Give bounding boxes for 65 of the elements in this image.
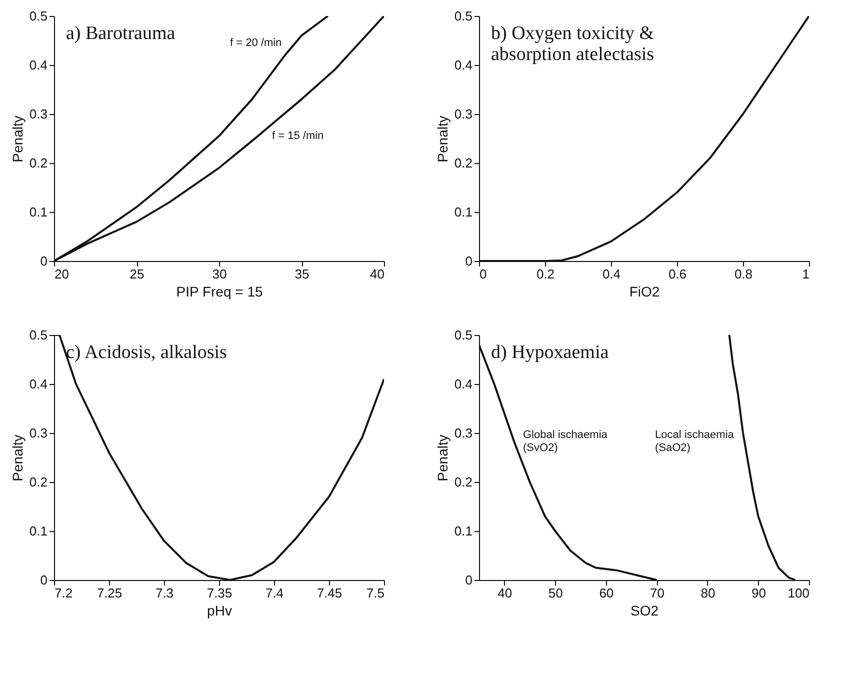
x-tick-label: 35 bbox=[294, 266, 310, 282]
x-tick-label: 7.45 bbox=[316, 586, 342, 600]
x-tick-label: 100 bbox=[788, 586, 810, 600]
x-tick-label: 70 bbox=[650, 586, 664, 600]
y-tick-label: 0.3 bbox=[454, 426, 472, 440]
x-axis-title: SO2 bbox=[630, 602, 659, 618]
x-tick-label: 30 bbox=[212, 266, 227, 282]
y-tick-label: 0 bbox=[40, 572, 48, 588]
y-tick-label: 0.5 bbox=[454, 8, 472, 24]
y-tick-label: 0.4 bbox=[454, 376, 472, 392]
x-tick-label: 50 bbox=[548, 586, 563, 600]
y-tick-label: 0.4 bbox=[454, 58, 472, 72]
x-tick-label: 80 bbox=[700, 586, 716, 600]
y-tick-label: 0.1 bbox=[454, 204, 472, 220]
x-axis-title: FiO2 bbox=[629, 284, 660, 300]
x-tick-label: 0 bbox=[480, 266, 487, 282]
annotation: f = 15 /min bbox=[272, 130, 324, 142]
y-tick-label: 0.3 bbox=[29, 426, 48, 440]
chart-title: c) Acidosis, alkalosis bbox=[66, 342, 227, 363]
x-tick-label: 7.5 bbox=[366, 586, 384, 600]
y-tick-label: 0.2 bbox=[454, 474, 472, 490]
y-axis-title: Penalty bbox=[9, 434, 26, 482]
y-tick-label: 0.3 bbox=[29, 106, 48, 122]
x-tick-label: 90 bbox=[751, 586, 766, 600]
annotation: f = 20 /min bbox=[230, 37, 282, 49]
x-tick-label: 0.2 bbox=[536, 266, 555, 282]
y-tick-label: 0.2 bbox=[454, 156, 472, 170]
x-tick-label: 1 bbox=[802, 266, 810, 282]
chart-title: d) Hypoxaemia bbox=[491, 342, 610, 363]
y-tick-label: 0 bbox=[465, 254, 472, 268]
x-tick-label: 0.4 bbox=[602, 266, 621, 282]
y-tick-label: 0.2 bbox=[29, 156, 48, 170]
x-tick-label: 25 bbox=[130, 266, 144, 282]
y-tick-label: 0.1 bbox=[454, 524, 472, 538]
x-tick-label: 40 bbox=[370, 266, 384, 282]
x-tick-label: 7.2 bbox=[54, 586, 73, 600]
y-tick-label: 0 bbox=[465, 572, 472, 588]
x-axis-title: PIP Freq = 15 bbox=[176, 284, 263, 300]
text: b) Oxygen toxicity & absorption atelectasis bbox=[491, 23, 654, 65]
x-tick-label: 7.4 bbox=[265, 586, 284, 600]
y-tick-label: 0.2 bbox=[29, 474, 48, 490]
y-tick-label: 0.1 bbox=[29, 524, 48, 538]
y-tick-label: 0 bbox=[40, 254, 48, 268]
annotation: Global ischaemia (SvO2) bbox=[523, 429, 608, 454]
y-axis-title: Penalty bbox=[9, 116, 26, 162]
y-axis-title: Penalty bbox=[434, 434, 450, 482]
x-tick-label: 0.8 bbox=[734, 266, 753, 282]
x-tick-label: 60 bbox=[599, 586, 614, 600]
x-tick-label: 7.35 bbox=[206, 586, 232, 600]
y-tick-label: 0.5 bbox=[29, 328, 48, 342]
x-tick-label: 7.25 bbox=[96, 586, 122, 600]
x-tick-label: 20 bbox=[54, 266, 69, 282]
annotation: Local ischaemia (SaO2) bbox=[655, 429, 735, 454]
chart-title: a) Barotrauma bbox=[66, 23, 176, 44]
x-tick-label: 0.6 bbox=[668, 266, 687, 282]
x-tick-label: 7.3 bbox=[155, 586, 174, 600]
y-tick-label: 0.1 bbox=[29, 204, 48, 220]
x-tick-label: 40 bbox=[498, 586, 512, 600]
y-axis-title: Penalty bbox=[434, 116, 450, 162]
y-tick-label: 0.5 bbox=[29, 8, 48, 24]
y-tick-label: 0.4 bbox=[29, 376, 48, 392]
y-tick-label: 0.4 bbox=[29, 58, 48, 72]
x-axis-title: pHv bbox=[207, 602, 232, 618]
y-tick-label: 0.5 bbox=[454, 328, 472, 342]
y-tick-label: 0.3 bbox=[454, 106, 472, 122]
